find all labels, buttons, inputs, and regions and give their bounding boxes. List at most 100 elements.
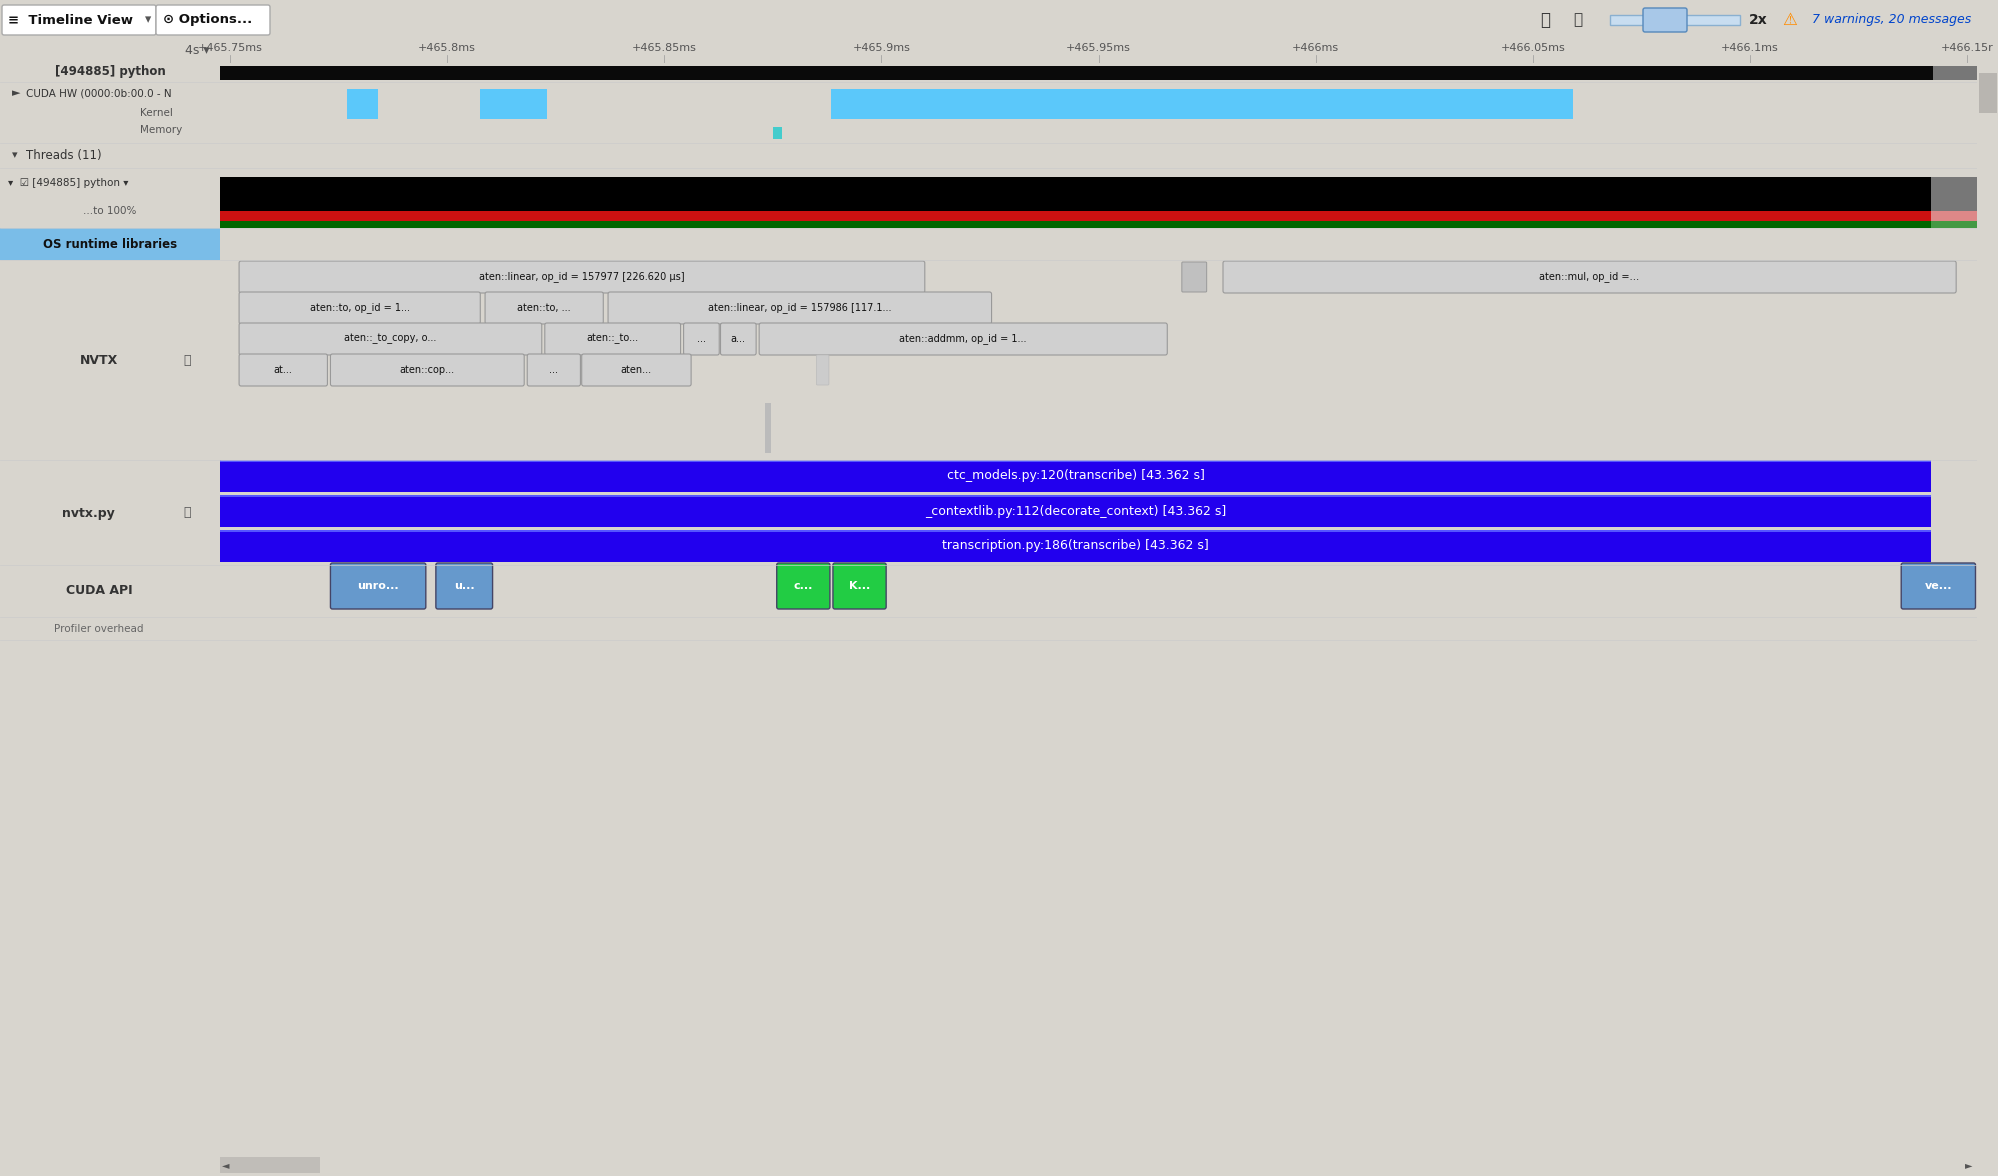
- Text: nvtx.py: nvtx.py: [62, 507, 114, 520]
- FancyBboxPatch shape: [240, 323, 541, 355]
- Text: ►: ►: [1964, 1160, 1970, 1170]
- Text: a...: a...: [731, 334, 745, 345]
- Text: ▾: ▾: [12, 151, 18, 160]
- FancyBboxPatch shape: [2, 5, 156, 35]
- Bar: [765, 403, 771, 453]
- FancyBboxPatch shape: [527, 354, 579, 386]
- Text: CUDA HW (0000:0b:00.0 - N: CUDA HW (0000:0b:00.0 - N: [26, 88, 172, 98]
- FancyBboxPatch shape: [777, 563, 829, 609]
- FancyBboxPatch shape: [607, 292, 991, 325]
- Bar: [1608, 15, 1738, 25]
- Bar: [1930, 211, 1976, 221]
- Text: +465.8ms: +465.8ms: [418, 44, 476, 53]
- Bar: [1930, 221, 1976, 228]
- Text: ...: ...: [549, 365, 557, 375]
- FancyBboxPatch shape: [240, 354, 328, 386]
- FancyBboxPatch shape: [1223, 261, 1956, 293]
- FancyBboxPatch shape: [240, 261, 925, 293]
- FancyBboxPatch shape: [436, 563, 492, 609]
- Text: +466ms: +466ms: [1291, 44, 1339, 53]
- Text: unro...: unro...: [358, 581, 400, 592]
- Text: +465.95ms: +465.95ms: [1065, 44, 1131, 53]
- Text: aten::cop...: aten::cop...: [400, 365, 456, 375]
- Bar: [220, 178, 1930, 211]
- FancyBboxPatch shape: [545, 323, 679, 355]
- Text: ⤡: ⤡: [184, 507, 190, 520]
- Bar: [220, 495, 1930, 527]
- Text: ve...: ve...: [1924, 581, 1952, 592]
- Text: ⤡: ⤡: [184, 354, 190, 367]
- Text: ▾: ▾: [144, 13, 152, 27]
- Text: aten::addmm, op_id = 1...: aten::addmm, op_id = 1...: [899, 334, 1027, 345]
- Bar: [220, 221, 1930, 228]
- Text: c...: c...: [793, 581, 813, 592]
- FancyBboxPatch shape: [486, 292, 603, 325]
- Text: +465.85ms: +465.85ms: [631, 44, 697, 53]
- Text: ◄: ◄: [222, 1160, 230, 1170]
- Text: ⚠: ⚠: [1782, 11, 1796, 29]
- Bar: [1978, 73, 1996, 113]
- FancyBboxPatch shape: [1642, 8, 1686, 32]
- FancyBboxPatch shape: [759, 323, 1167, 355]
- Text: u...: u...: [454, 581, 474, 592]
- Text: transcription.py:186(transcribe) [43.362 s]: transcription.py:186(transcribe) [43.362…: [941, 540, 1209, 553]
- Text: ▾  ☑ [494885] python ▾: ▾ ☑ [494885] python ▾: [8, 178, 128, 188]
- Text: aten...: aten...: [621, 365, 651, 375]
- Text: Memory: Memory: [140, 125, 182, 135]
- Text: ►: ►: [12, 88, 20, 98]
- Text: ≡  Timeline View: ≡ Timeline View: [8, 13, 134, 27]
- Bar: [220, 460, 1930, 492]
- FancyBboxPatch shape: [330, 354, 523, 386]
- Text: 4s ▾: 4s ▾: [186, 44, 210, 56]
- FancyBboxPatch shape: [833, 563, 885, 609]
- Text: ctc_models.py:120(transcribe) [43.362 s]: ctc_models.py:120(transcribe) [43.362 s]: [947, 469, 1205, 482]
- Text: Profiler overhead: Profiler overhead: [54, 624, 144, 634]
- Text: Threads (11): Threads (11): [26, 148, 102, 161]
- Text: Kernel: Kernel: [140, 108, 172, 118]
- Text: K...: K...: [849, 581, 869, 592]
- Text: OS runtime libraries: OS runtime libraries: [42, 238, 178, 250]
- FancyBboxPatch shape: [815, 355, 829, 385]
- Bar: [1932, 66, 1976, 80]
- FancyBboxPatch shape: [240, 292, 480, 325]
- Text: +465.75ms: +465.75ms: [198, 44, 262, 53]
- Text: 7 warnings, 20 messages: 7 warnings, 20 messages: [1810, 13, 1970, 27]
- FancyBboxPatch shape: [683, 323, 719, 355]
- Text: at...: at...: [274, 365, 292, 375]
- Text: aten::_to_copy, o...: aten::_to_copy, o...: [344, 334, 436, 345]
- Bar: [773, 127, 781, 139]
- Text: aten::_to...: aten::_to...: [585, 334, 639, 345]
- Bar: [220, 66, 1932, 80]
- FancyBboxPatch shape: [1900, 563, 1974, 609]
- Text: +466.15r: +466.15r: [1940, 44, 1992, 53]
- Bar: [0, 228, 220, 260]
- Bar: [220, 211, 1930, 221]
- Text: aten::to, op_id = 1...: aten::to, op_id = 1...: [310, 302, 410, 314]
- Bar: [831, 89, 1572, 119]
- Text: +465.9ms: +465.9ms: [851, 44, 909, 53]
- Text: aten::to, ...: aten::to, ...: [517, 303, 571, 313]
- Bar: [220, 530, 1930, 562]
- FancyBboxPatch shape: [719, 323, 755, 355]
- Text: 2x: 2x: [1748, 13, 1766, 27]
- Text: ⊙ Options...: ⊙ Options...: [164, 13, 252, 27]
- Bar: [220, 495, 1930, 497]
- Bar: [220, 1157, 320, 1172]
- Bar: [480, 89, 547, 119]
- Text: NVTX: NVTX: [80, 354, 118, 367]
- Text: ⬛: ⬛: [1538, 11, 1548, 29]
- Text: aten::linear, op_id = 157986 [117.1...: aten::linear, op_id = 157986 [117.1...: [707, 302, 891, 314]
- Text: ...to 100%: ...to 100%: [84, 206, 136, 216]
- Text: CUDA API: CUDA API: [66, 584, 132, 597]
- FancyBboxPatch shape: [581, 354, 691, 386]
- Text: [494885] python: [494885] python: [54, 66, 166, 79]
- Bar: [346, 89, 378, 119]
- Text: +466.05ms: +466.05ms: [1500, 44, 1564, 53]
- Bar: [220, 530, 1930, 532]
- Text: _contextlib.py:112(decorate_context) [43.362 s]: _contextlib.py:112(decorate_context) [43…: [925, 505, 1225, 517]
- Bar: [1930, 178, 1976, 211]
- Text: ...: ...: [697, 334, 705, 345]
- Bar: [220, 460, 1930, 462]
- Text: aten::mul, op_id =…: aten::mul, op_id =…: [1538, 272, 1638, 282]
- Text: 🔍: 🔍: [1572, 13, 1582, 27]
